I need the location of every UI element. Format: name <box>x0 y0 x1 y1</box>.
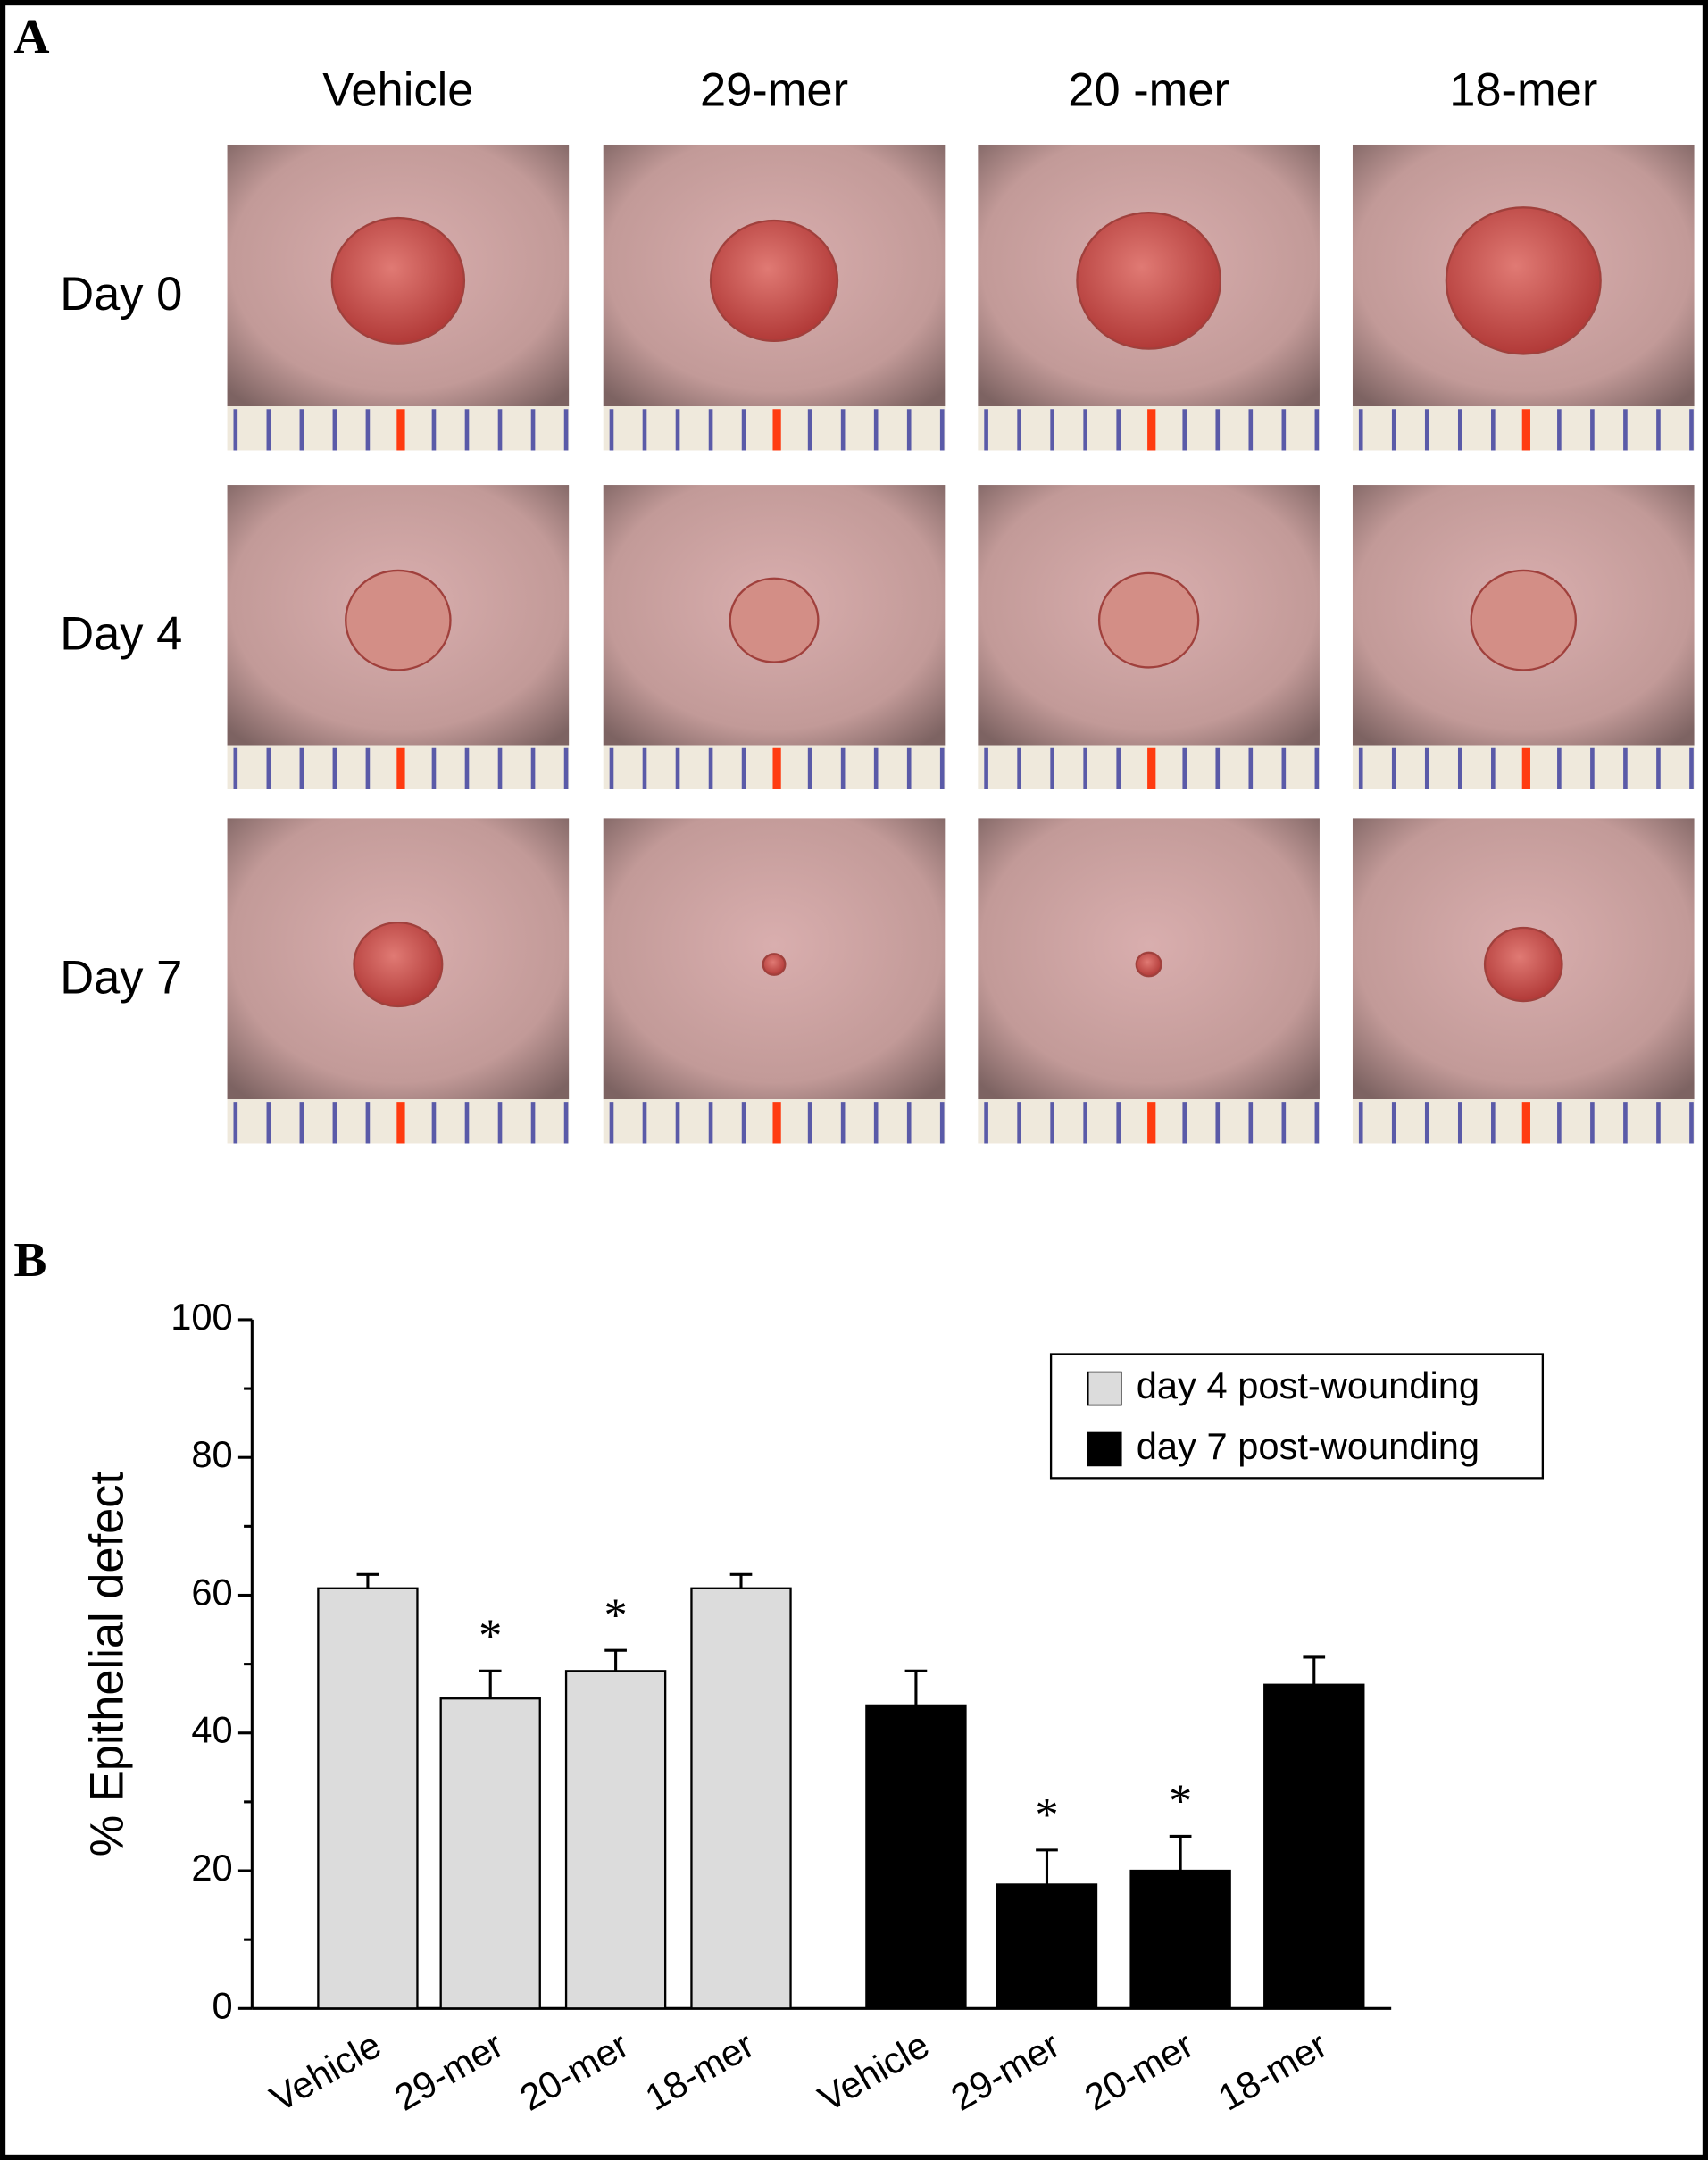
y-tick-label: 0 <box>212 1984 233 2026</box>
wound <box>762 953 787 976</box>
row-label: Day 7 <box>60 952 182 1004</box>
column-header: 29-mer <box>700 65 848 117</box>
column-header: 18-mer <box>1449 65 1597 117</box>
x-tick-label: Vehicle <box>262 2023 387 2120</box>
bar <box>996 1883 1098 2010</box>
row-label: Day 0 <box>60 269 182 321</box>
wound-photo <box>227 144 570 451</box>
wound-photo <box>1352 818 1695 1144</box>
wound <box>1135 951 1162 978</box>
column-header: 20 -mer <box>1068 65 1229 117</box>
wound <box>1076 212 1222 350</box>
y-tick-label: 20 <box>191 1847 232 1889</box>
bar <box>1129 1869 1231 2010</box>
bar <box>690 1587 792 2010</box>
significance: * <box>604 1589 627 1641</box>
y-tick-label: 100 <box>171 1296 232 1338</box>
bar <box>564 1670 667 2010</box>
significance: * <box>1169 1776 1192 1828</box>
wound <box>1483 926 1563 1003</box>
x-tick-label: 29-mer <box>944 2023 1067 2119</box>
x-tick-label: 18-mer <box>1211 2023 1334 2119</box>
wound-photo <box>978 818 1320 1144</box>
y-axis-label: % Epithelial defect <box>81 1471 133 1856</box>
legend-swatch <box>1087 1431 1122 1467</box>
wound <box>709 219 839 342</box>
x-tick-label: Vehicle <box>811 2023 936 2120</box>
y-tick-label: 60 <box>191 1571 232 1613</box>
bar <box>317 1587 419 2010</box>
wound <box>345 569 452 671</box>
wound-photo <box>227 818 570 1144</box>
x-tick-label: 20-mer <box>1078 2023 1201 2119</box>
x-tick-label: 18-mer <box>638 2023 762 2119</box>
wound-photo <box>603 818 946 1144</box>
wound <box>1445 206 1602 355</box>
x-tick-label: 20-mer <box>512 2023 636 2119</box>
y-tick-label: 80 <box>191 1433 232 1475</box>
wound <box>1097 571 1200 669</box>
bar <box>439 1697 541 2010</box>
y-tick-label: 40 <box>191 1709 232 1751</box>
wound-photo <box>978 144 1320 451</box>
panel-label: B <box>13 1233 46 1288</box>
legend-box <box>1049 1353 1545 1480</box>
row-label: Day 4 <box>60 608 182 660</box>
wound <box>330 216 466 345</box>
legend-swatch <box>1087 1371 1122 1406</box>
x-tick-label: 29-mer <box>387 2023 511 2119</box>
panel-label: A <box>13 10 49 64</box>
wound-photo <box>603 485 946 789</box>
significance: * <box>479 1610 502 1662</box>
wound <box>729 577 820 663</box>
wound-photo <box>1352 144 1695 451</box>
wound <box>1470 569 1578 671</box>
wound-photo <box>603 144 946 451</box>
column-header: Vehicle <box>322 65 473 117</box>
wound-photo <box>1352 485 1695 789</box>
wound-photo <box>227 485 570 789</box>
legend-label: day 4 post-wounding <box>1137 1364 1479 1406</box>
wound <box>353 921 444 1008</box>
legend-label: day 7 post-wounding <box>1137 1425 1479 1467</box>
bar <box>865 1704 967 2010</box>
wound-photo <box>978 485 1320 789</box>
significance: * <box>1035 1789 1058 1841</box>
bar <box>1263 1683 1365 2010</box>
